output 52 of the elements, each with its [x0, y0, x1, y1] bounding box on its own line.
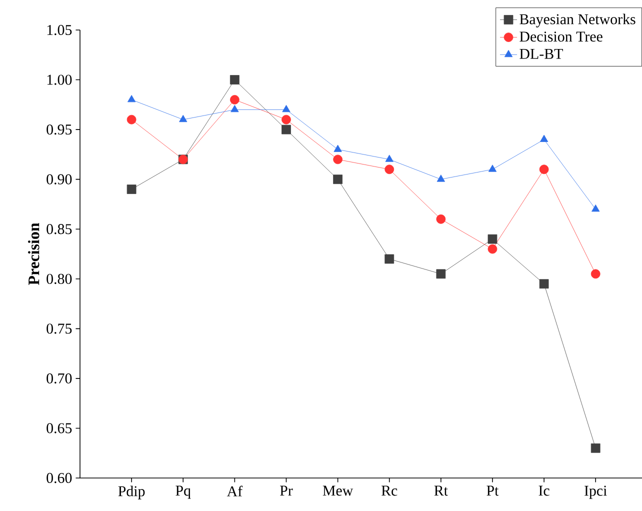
point [126, 114, 136, 124]
point [592, 204, 600, 212]
x-tick-label: Pdip [118, 486, 145, 500]
point [384, 164, 394, 174]
y-tick-label: 1.00 [47, 74, 72, 85]
x-tick-label: Ipci [584, 486, 607, 499]
x-tick-label: Ic [538, 486, 550, 496]
point [385, 154, 394, 162]
point [436, 269, 446, 279]
point [590, 269, 600, 279]
point [488, 164, 497, 172]
point [282, 104, 290, 112]
point [384, 254, 394, 264]
point [230, 75, 240, 84]
point [179, 114, 188, 122]
legend-label: Decision Tree [520, 32, 602, 42]
y-tick-label: 0.95 [46, 124, 72, 135]
point [333, 174, 342, 184]
legend-label: Bayesian Networks [520, 14, 636, 28]
y-tick-label: 0.90 [46, 174, 72, 184]
x-tick-label: Rt [434, 486, 448, 496]
point [127, 95, 136, 102]
point [334, 144, 342, 152]
point [540, 134, 548, 142]
x-tick-label: Af [226, 486, 243, 496]
x-tick-label: Pr [280, 486, 293, 496]
point [436, 174, 446, 182]
y-tick-label: 0.85 [46, 224, 72, 234]
point [488, 244, 498, 254]
x-tick-label: Pq [176, 486, 191, 499]
y-tick-label: 0.65 [46, 423, 72, 434]
y-tick-label: 0.70 [46, 373, 72, 384]
x-tick-label: Pt [486, 486, 499, 496]
y-axis-title: Precision [28, 222, 40, 286]
x-tick-label: Mew [322, 486, 354, 496]
y-tick-label: 1.05 [47, 24, 72, 36]
point [230, 104, 239, 112]
point [488, 234, 498, 244]
point [436, 214, 446, 224]
point [282, 124, 291, 134]
point [333, 154, 342, 164]
y-tick-label: 0.75 [46, 324, 72, 334]
y-tick-label: 0.60 [46, 472, 72, 484]
y-tick-label: 0.80 [46, 274, 72, 284]
point [230, 95, 240, 104]
point [590, 443, 600, 453]
point [282, 114, 291, 124]
point [126, 184, 136, 194]
point [539, 164, 549, 174]
point [539, 279, 549, 289]
legend-label: DL-BT [520, 48, 563, 59]
x-tick-label: Rc [382, 486, 398, 496]
